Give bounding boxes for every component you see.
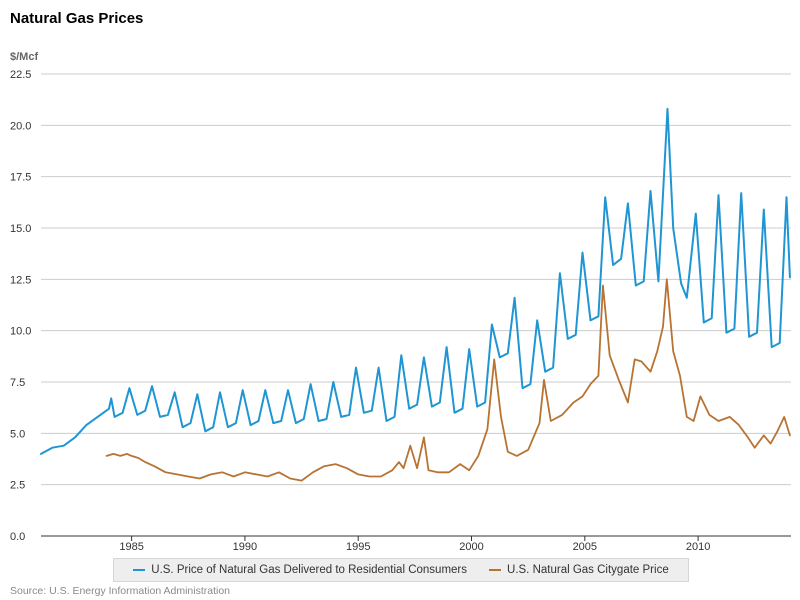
- y-tick-label: 5.0: [10, 428, 25, 440]
- legend-swatch-citygate: [489, 569, 502, 571]
- grid-lines: [41, 73, 791, 486]
- legend-item-residential[interactable]: U.S. Price of Natural Gas Delivered to R…: [133, 564, 467, 576]
- y-tick-label: 22.5: [10, 69, 31, 81]
- legend-item-citygate[interactable]: U.S. Natural Gas Citygate Price: [489, 564, 669, 576]
- y-axis-unit-label: $/Mcf: [10, 51, 38, 63]
- y-tick-label: 0.0: [10, 531, 25, 543]
- x-axis: 1985 1990 1995 2000 2005 2010: [41, 535, 791, 553]
- x-tick-label: 1990: [233, 541, 257, 553]
- legend-label-residential: U.S. Price of Natural Gas Delivered to R…: [151, 564, 468, 576]
- chart-legend: U.S. Price of Natural Gas Delivered to R…: [113, 558, 689, 582]
- y-tick-label: 20.0: [10, 120, 31, 132]
- x-tick-label: 1985: [119, 541, 143, 553]
- x-tick-label: 2000: [459, 541, 483, 553]
- legend-label-citygate: U.S. Natural Gas Citygate Price: [507, 564, 669, 576]
- y-tick-label: 10.0: [10, 326, 31, 338]
- y-tick-label: 17.5: [10, 172, 31, 184]
- series-line-residential: [40, 107, 791, 455]
- x-tick-label: 1995: [346, 541, 370, 553]
- x-tick-label: 2010: [686, 541, 710, 553]
- y-tick-label: 12.5: [10, 274, 31, 286]
- plot-series: [40, 107, 791, 482]
- y-axis: 0.0 2.5 5.0 7.5 10.0 12.5 15.0 17.5 20.0 22.5: [10, 69, 31, 543]
- y-tick-label: 7.5: [10, 377, 25, 389]
- series-line-citygate: [105, 278, 791, 482]
- source-note: Source: U.S. Energy Information Administ…: [10, 585, 231, 597]
- y-tick-label: 2.5: [10, 480, 25, 492]
- y-tick-label: 15.0: [10, 223, 31, 235]
- legend-swatch-residential: [133, 569, 146, 571]
- chart-title: Natural Gas Prices: [10, 10, 144, 27]
- x-tick-label: 2005: [573, 541, 597, 553]
